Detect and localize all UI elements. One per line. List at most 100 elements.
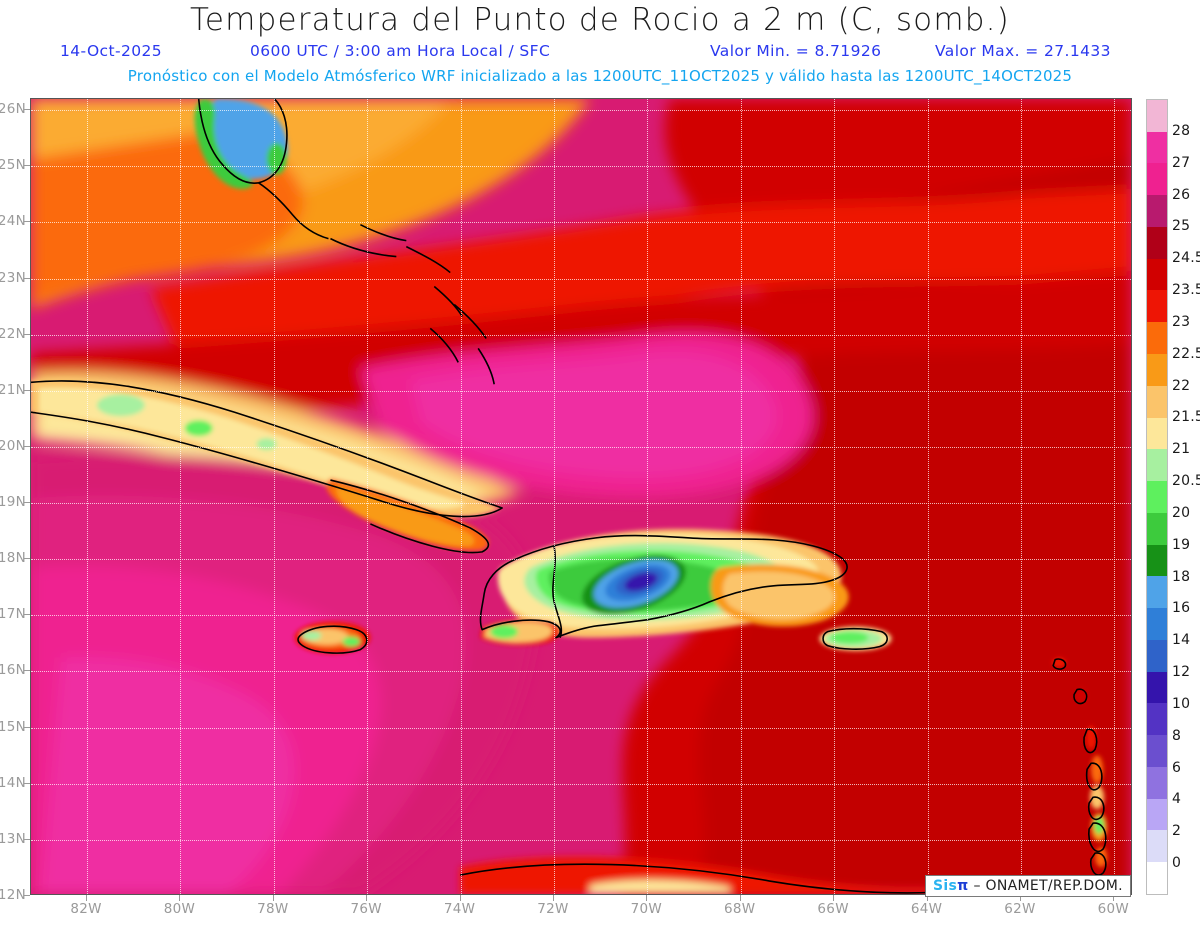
lon-tick-label: 70W	[630, 901, 663, 917]
lat-tick-label: 22N	[0, 325, 26, 342]
colorbar-segment	[1147, 481, 1167, 513]
lat-tick-label: 17N	[0, 606, 26, 623]
lat-tick-label: 20N	[0, 437, 26, 454]
colorbar-segment	[1147, 703, 1167, 736]
lon-tick-mark	[86, 895, 88, 901]
lon-tick-label: 80W	[163, 901, 196, 917]
colorbar-segment	[1147, 671, 1167, 704]
lon-tick-mark	[366, 895, 368, 901]
lat-tick-mark	[24, 670, 30, 672]
colorbar-segment	[1147, 576, 1167, 609]
model-description: Pronóstico con el Modelo Atmósferico WRF…	[127, 67, 1073, 85]
lat-tick-label: 14N	[0, 774, 26, 791]
lat-tick-mark	[24, 445, 30, 447]
lon-tick-label: 60W	[1097, 901, 1130, 917]
lat-tick-mark	[24, 614, 30, 616]
lat-tick-label: 19N	[0, 494, 26, 511]
lon-tick-label: 64W	[910, 901, 943, 917]
colorbar-tick-label: 4	[1172, 791, 1182, 808]
lat-tick-mark	[24, 502, 30, 504]
lat-tick-mark	[24, 165, 30, 167]
lon-tick-mark	[1019, 895, 1021, 901]
colorbar-tick-label: 19	[1172, 536, 1191, 553]
colorbar-tick-label: 20	[1172, 504, 1191, 521]
colorbar-tick-label: 22	[1172, 377, 1191, 394]
lon-tick-mark	[179, 895, 181, 901]
colorbar-tick-label: 8	[1172, 727, 1182, 744]
colorbar-segment	[1147, 163, 1167, 196]
colorbar-tick-label: 18	[1172, 568, 1191, 585]
map-plot-area[interactable]	[30, 98, 1132, 895]
forecast-time-info: 0600 UTC / 3:00 am Hora Local / SFC	[250, 42, 551, 60]
lat-tick-mark	[24, 838, 30, 840]
credit-org-text: – ONAMET/REP.DOM.	[973, 878, 1123, 894]
lat-tick-label: 16N	[0, 662, 26, 679]
colorbar-tick-label: 22.5	[1172, 345, 1200, 362]
lon-tick-mark	[739, 895, 741, 901]
lat-tick-label: 15N	[0, 718, 26, 735]
lon-tick-mark	[272, 895, 274, 901]
colorbar-tick-label: 2	[1172, 823, 1182, 840]
lat-tick-mark	[24, 277, 30, 279]
colorbar-segment	[1147, 862, 1167, 894]
lon-tick-label: 68W	[724, 901, 756, 917]
lat-tick-mark	[24, 726, 30, 728]
value-max-label: Valor Max. = 27.1433	[935, 42, 1111, 60]
colorbar-segment	[1147, 290, 1167, 323]
colorbar-segment	[1147, 798, 1167, 831]
colorbar-tick-label: 26	[1172, 186, 1191, 203]
colorbar-segment	[1147, 99, 1167, 132]
colorbar	[1146, 99, 1168, 895]
lon-tick-mark	[552, 895, 554, 901]
lat-tick-mark	[24, 895, 30, 896]
credit-pi-icon: π	[957, 878, 969, 894]
forecast-date: 14-Oct-2025	[60, 42, 162, 60]
colorbar-segment	[1147, 195, 1167, 227]
lon-tick-label: 66W	[817, 901, 849, 917]
colorbar-segment	[1147, 226, 1167, 259]
lon-tick-mark	[926, 895, 928, 901]
dewpoint-field	[31, 99, 1131, 894]
colorbar-segment	[1147, 449, 1167, 482]
colorbar-segment	[1147, 353, 1167, 386]
colorbar-tick-label: 28	[1172, 122, 1191, 139]
lon-tick-label: 72W	[537, 901, 569, 917]
lon-tick-mark	[459, 895, 461, 901]
colorbar-segment	[1147, 131, 1167, 164]
colorbar-tick-labels: 0 2 4 6 8 10 12 14 16 18 19 20 20.5 21 21.5 22 22.5 23 23.…	[1170, 99, 1200, 895]
colorbar-tick-label: 21	[1172, 441, 1191, 458]
colorbar-tick-label: 14	[1172, 632, 1191, 649]
lat-tick-mark	[24, 221, 30, 223]
lon-tick-mark	[646, 895, 648, 901]
coastline-layer	[31, 99, 1107, 894]
lat-tick-label: 18N	[0, 550, 26, 567]
colorbar-tick-label: 6	[1172, 759, 1182, 776]
page-title: Temperatura del Punto de Rocio a 2 m (C,…	[190, 2, 1010, 38]
colorbar-segment	[1147, 608, 1167, 640]
lat-tick-label: 12N	[0, 887, 26, 903]
lat-tick-label: 24N	[0, 213, 26, 230]
colorbar-tick-label: 27	[1172, 154, 1191, 171]
lat-tick-label: 23N	[0, 269, 26, 286]
lat-tick-mark	[24, 782, 30, 784]
colorbar-tick-label: 23	[1172, 313, 1191, 330]
colorbar-tick-label: 25	[1172, 218, 1191, 235]
colorbar-segment	[1147, 544, 1167, 577]
lon-tick-label: 76W	[350, 901, 382, 917]
lat-tick-mark	[24, 389, 30, 391]
colorbar-tick-label: 16	[1172, 600, 1191, 617]
lon-tick-label: 78W	[257, 901, 289, 917]
colorbar-tick-label: 20.5	[1172, 473, 1200, 490]
colorbar-segment	[1147, 512, 1167, 545]
lat-tick-mark	[24, 558, 30, 560]
colorbar-tick-label: 23.5	[1172, 282, 1200, 299]
lon-tick-label: 62W	[1004, 901, 1036, 917]
colorbar-segment	[1147, 766, 1167, 799]
colorbar-segment	[1147, 385, 1167, 418]
colorbar-tick-label: 12	[1172, 664, 1191, 681]
colorbar-segment	[1147, 639, 1167, 672]
lat-tick-mark	[24, 109, 30, 111]
lon-tick-label: 82W	[70, 901, 102, 917]
credit-badge: Sis π – ONAMET/REP.DOM.	[925, 875, 1131, 897]
